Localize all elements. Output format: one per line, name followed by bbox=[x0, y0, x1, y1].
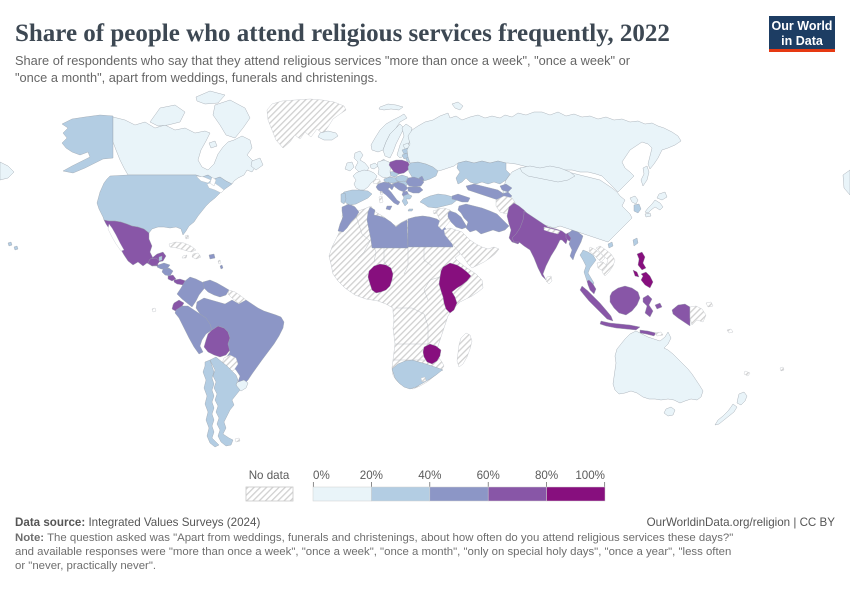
svg-text:40%: 40% bbox=[418, 469, 441, 482]
svg-text:100%: 100% bbox=[575, 469, 605, 482]
svg-text:0%: 0% bbox=[313, 469, 330, 482]
svg-text:80%: 80% bbox=[535, 469, 558, 482]
svg-text:60%: 60% bbox=[477, 469, 500, 482]
svg-text:20%: 20% bbox=[360, 469, 383, 482]
svg-text:No data: No data bbox=[249, 469, 290, 482]
